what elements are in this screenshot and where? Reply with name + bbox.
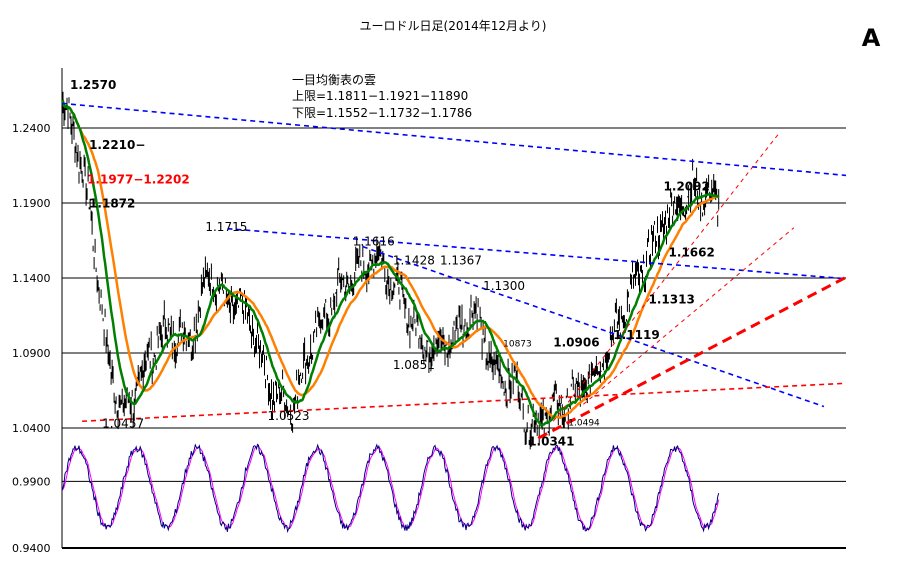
green-line: [61, 98, 720, 428]
y-tick-label-osc-1: 0.9400: [12, 542, 51, 555]
price-annotation-3: 1.1872: [89, 197, 135, 211]
price-annotation-11: 1.1313: [648, 292, 694, 306]
chart-title: ユーロドル日足(2014年12月より): [360, 19, 547, 33]
trendline-4: [537, 275, 847, 440]
price-annotation-14: 1.0906: [553, 335, 599, 349]
trendline-3: [82, 382, 847, 423]
trendline-1: [227, 227, 847, 280]
y-tick-label-main-1: 1.1900: [12, 197, 51, 210]
price-annotation-8: 1.1300: [483, 279, 525, 293]
oscillator-navy: [61, 443, 720, 534]
price-annotation-10: 1.1662: [669, 246, 715, 260]
price-bars: [61, 91, 720, 450]
price-annotation-9: 1.2092: [664, 179, 710, 193]
y-tick-label-main-3: 1.0900: [12, 347, 51, 360]
price-annotation-2: 1.1977−1.2202: [87, 173, 190, 187]
ichimoku-title: 一目均衡表の雲: [292, 73, 376, 87]
y-tick-label-main-4: 1.0400: [12, 422, 51, 435]
price-annotation-6: 1.1428: [393, 253, 435, 267]
price-annotation-7: 1.1367: [440, 253, 482, 267]
orange-line: [61, 98, 719, 420]
trendline-5: [552, 133, 780, 422]
price-annotation-0: 1.2570: [70, 78, 116, 92]
price-annotation-18: 1.0494: [568, 418, 600, 428]
price-annotation-1: 1.2210−: [89, 138, 145, 152]
ichimoku-lower: 下限=1.1552−1.1732−1.1786: [292, 106, 472, 120]
y-tick-label-main-2: 1.1400: [12, 272, 51, 285]
price-annotation-17: 1.0523: [268, 409, 310, 423]
y-tick-label-osc-0: 0.9900: [12, 475, 51, 488]
ichimoku-upper: 上限=1.1811−1.1921−11890: [292, 89, 468, 103]
price-annotation-12: 1.1119: [613, 328, 659, 342]
price-annotation-15: 1.0851: [393, 358, 435, 372]
y-tick-label-main-0: 1.2400: [12, 122, 51, 135]
price-annotation-4: 1.1715: [205, 220, 247, 234]
price-annotation-5: 1.1616: [353, 235, 395, 249]
trendline-2: [362, 245, 825, 408]
price-annotation-13: 10873: [503, 339, 532, 349]
trendline-6: [583, 227, 795, 405]
price-annotation-19: 1.0341: [528, 435, 574, 449]
oscillator-magenta: [61, 445, 720, 531]
price-annotation-16: 1.0457: [102, 417, 144, 431]
corner-label: A: [862, 24, 881, 52]
